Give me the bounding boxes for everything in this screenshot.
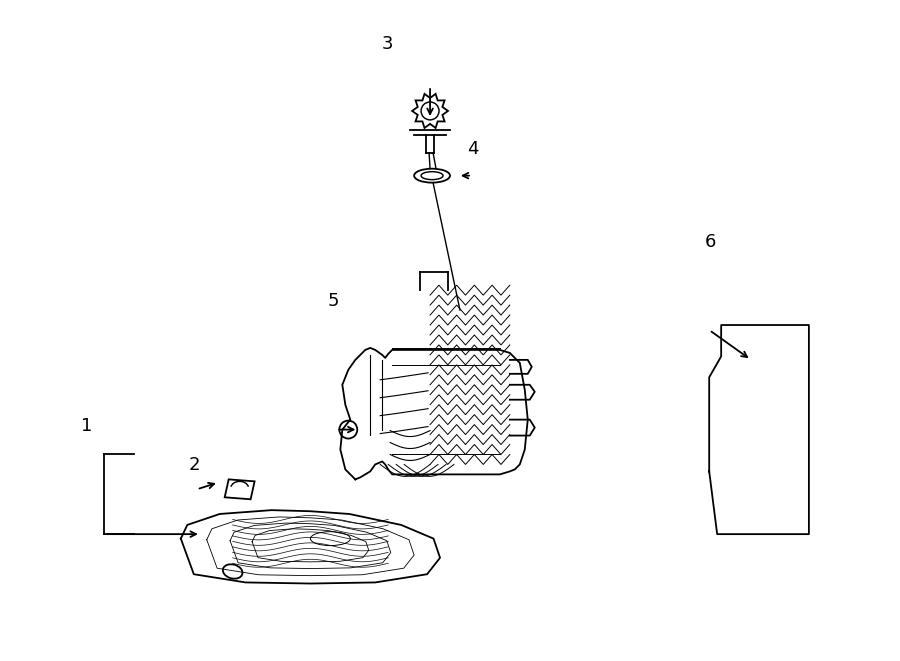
Text: 6: 6 bbox=[705, 233, 716, 251]
Text: 1: 1 bbox=[81, 417, 93, 435]
Text: 4: 4 bbox=[467, 141, 478, 159]
Text: 3: 3 bbox=[382, 35, 393, 53]
Text: 2: 2 bbox=[188, 457, 200, 475]
Text: 5: 5 bbox=[328, 292, 339, 310]
